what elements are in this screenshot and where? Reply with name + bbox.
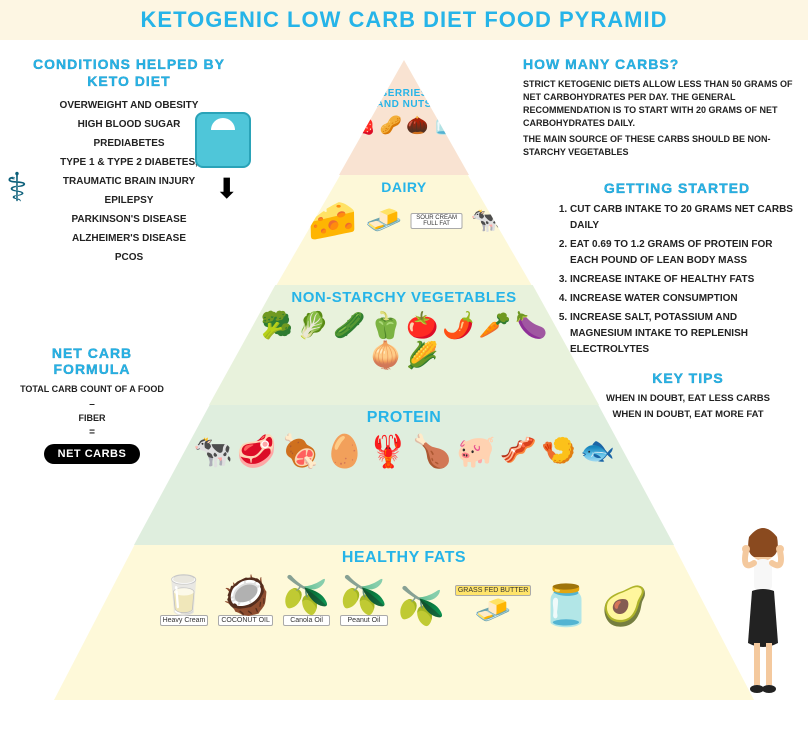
shrimp-icon: 🍤 [541,437,576,465]
started-item: EAT 0.69 TO 1.2 GRAMS OF PROTEIN FOR EAC… [570,237,802,269]
carbs-block: HOW MANY CARBS? STRICT KETOGENIC DIETS A… [523,56,798,159]
started-list: CUT CARB INTAKE TO 20 GRAMS NET CARBS DA… [552,202,802,358]
mayo-jar-icon: 🫙 [541,586,591,626]
oil-bottle-icon: 🫒 [398,588,445,626]
cow-icon: 🐄 [193,435,233,467]
tips-block: KEY TIPS WHEN IN DOUBT, EAT LESS CARBS W… [598,370,778,423]
butter-icon: 🧈 [474,594,511,627]
bacon-icon: 🥓 [500,436,537,466]
title-bar: KETOGENIC LOW CARB DIET FOOD PYRAMID [0,0,808,40]
peanut-icon: 🥜 [380,116,402,134]
eggplant-icon: 🍆 [515,312,547,338]
peanut-oil-icon: 🫒 [340,575,387,617]
caduceus-icon: ⚕ [6,165,28,211]
condition-item: PARKINSON'S DISEASE [24,210,234,229]
jar-icon: 🫙 [432,116,454,134]
started-item: INCREASE SALT, POTASSIUM AND MAGNESIUM I… [570,310,802,358]
started-item: INCREASE INTAKE OF HEALTHY FATS [570,272,802,288]
carrot-icon: 🥕 [479,312,511,338]
condition-item: ALZHEIMER'S DISEASE [24,229,234,248]
egg-icon: 🥚 [325,435,365,467]
onion-icon: 🧅 [370,342,402,368]
cow-icon: 🐄 [471,209,501,233]
woman-icon [728,523,798,703]
butter-icon: 🧈 [365,206,402,236]
avocado-icon: 🥑 [601,588,648,626]
food-row: 🐄 🥩 🍖 🥚 🦞 🍗 🐖 🥓 🍤 🐟 [174,435,634,467]
tip-item: WHEN IN DOUBT, EAT LESS CARBS [598,392,778,406]
food-row: 🧀 🧈 SOUR CREAM FULL FAT 🐄 [307,201,500,241]
condition-item: TRAUMATIC BRAIN INJURY [24,172,234,191]
meat-icon: 🍖 [281,435,321,467]
formula-line2: FIBER [12,412,172,426]
canola-icon: 🫒 [283,575,330,617]
tier-label: DAIRY [381,179,427,195]
formula-line1: TOTAL CARB COUNT OF A FOOD [12,383,172,397]
tomato-icon: 🍅 [406,312,438,338]
tier-fats: HEALTHY FATS 🥛 Heavy Cream 🥥 COCONUT OIL… [54,545,754,700]
formula-title: NET CARB FORMULA [12,345,172,377]
fish-icon: 🐟 [580,437,615,465]
pig-icon: 🐖 [456,435,496,467]
poultry-icon: 🍗 [412,435,452,467]
leafy-icon: 🥬 [297,312,329,338]
formula-block: NET CARB FORMULA TOTAL CARB COUNT OF A F… [12,345,172,464]
tier-label: PROTEIN [367,409,442,427]
chestnut-icon: 🌰 [406,116,428,134]
carbs-p1: STRICT KETOGENIC DIETS ALLOW LESS THAN 5… [523,78,798,130]
steak-icon: 🥩 [237,435,277,467]
cheese-icon: 🧀 [307,201,357,241]
started-block: GETTING STARTED CUT CARB INTAKE TO 20 GR… [552,180,802,361]
tips-title: KEY TIPS [598,370,778,386]
pepper-icon: 🫑 [370,312,402,338]
formula-equals: = [12,425,172,440]
food-row: 🥛 Heavy Cream 🥥 COCONUT OIL 🫒 Canola Oil… [104,577,704,626]
cream-icon: 🥛 [160,575,207,617]
chili-icon: 🌶️ [442,312,474,338]
tip-item: WHEN IN DOUBT, EAT MORE FAT [598,408,778,422]
cucumber-icon: 🥒 [333,312,365,338]
started-title: GETTING STARTED [552,180,802,196]
tier-vegetables: NON-STARCHY VEGETABLES 🥦 🥬 🥒 🫑 🍅 🌶️ 🥕 🍆 … [209,285,599,405]
started-item: CUT CARB INTAKE TO 20 GRAMS NET CARBS DA… [570,202,802,234]
coconut-icon: 🥥 [222,575,269,617]
broccoli-icon: 🥦 [261,312,293,338]
strawberry-icon: 🍓 [353,116,375,134]
food-row: 🥦 🥬 🥒 🫑 🍅 🌶️ 🥕 🍆 🧅 🌽 [254,312,554,368]
arrow-down-icon: ⬇ [215,172,238,205]
cream-label: Heavy Cream [160,615,209,626]
started-item: INCREASE WATER CONSUMPTION [570,291,802,307]
conditions-title: CONDITIONS HELPED BY KETO DIET [24,56,234,90]
lobster-icon: 🦞 [368,435,408,467]
condition-item: EPILEPSY [24,191,234,210]
tier-dairy: DAIRY 🧀 🧈 SOUR CREAM FULL FAT 🐄 [277,175,532,285]
net-carbs-pill: NET CARBS [44,444,141,464]
tier-label: NON-STARCHY VEGETABLES [291,289,516,306]
sour-cream-label: SOUR CREAM FULL FAT [411,213,463,229]
condition-item: PCOS [24,248,234,267]
corn-icon: 🌽 [406,342,438,368]
page-title: KETOGENIC LOW CARB DIET FOOD PYRAMID [141,7,668,33]
scale-icon [195,112,251,168]
carbs-p2: THE MAIN SOURCE OF THESE CARBS SHOULD BE… [523,133,798,159]
coconut-label: COCONUT OIL [218,615,273,626]
tier-berries-nuts: BERRIES AND NUTS 🍓 🥜 🌰 🫙 [339,60,469,175]
formula-minus: – [12,397,172,412]
tier-label: HEALTHY FATS [342,549,466,567]
tier-protein: PROTEIN 🐄 🥩 🍖 🥚 🦞 🍗 🐖 🥓 🍤 🐟 [134,405,674,545]
tier-label: BERRIES AND NUTS [374,88,434,110]
carbs-title: HOW MANY CARBS? [523,56,798,72]
food-row: 🍓 🥜 🌰 🫙 [353,116,455,134]
